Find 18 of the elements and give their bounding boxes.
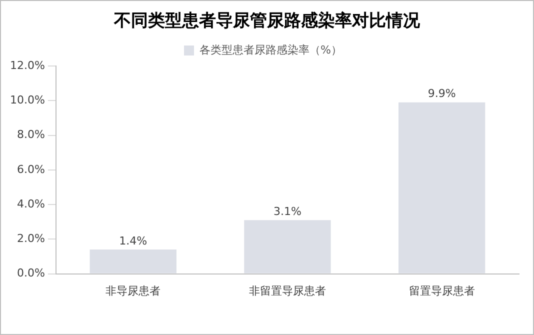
x-tick-label: 非留置导尿患者 bbox=[248, 284, 326, 298]
data-label: 9.9% bbox=[428, 87, 456, 100]
x-tick-label: 非导尿患者 bbox=[106, 284, 161, 298]
y-tick-label: 10.0% bbox=[10, 93, 45, 106]
legend-label: 各类型患者尿路感染率（%） bbox=[200, 43, 342, 56]
y-tick-label: 4.0% bbox=[16, 197, 45, 210]
data-label: 1.4% bbox=[119, 234, 148, 248]
x-tick-label: 留置导尿患者 bbox=[408, 284, 475, 298]
bar bbox=[90, 250, 176, 274]
chart-title: 不同类型患者导尿管尿路感染率对比情况 bbox=[112, 10, 421, 32]
y-tick-label: 8.0% bbox=[16, 128, 45, 142]
bar bbox=[398, 102, 486, 274]
bar bbox=[244, 220, 331, 274]
data-label: 3.1% bbox=[273, 204, 302, 218]
y-tick-label: 12.0% bbox=[10, 58, 45, 72]
y-tick-label: 6.0% bbox=[16, 162, 45, 176]
y-tick-label: 0.0% bbox=[16, 266, 45, 280]
y-tick-label: 2.0% bbox=[16, 232, 45, 246]
